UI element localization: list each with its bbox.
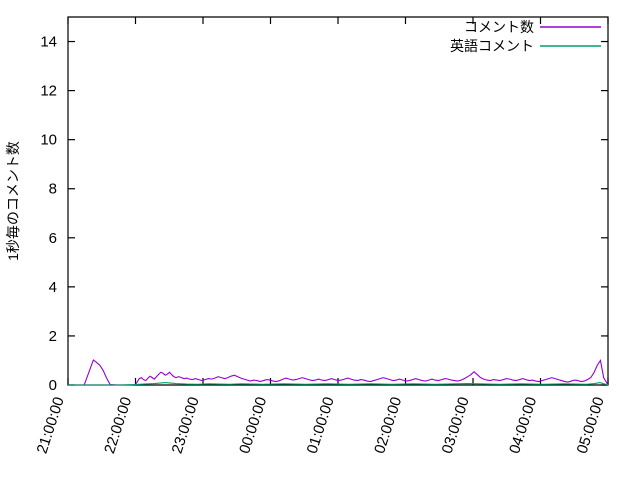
y-axis-label-text: 1秒毎のコメント数 <box>5 141 21 261</box>
y-tick-label: 12 <box>40 83 57 100</box>
x-tick-label: 04:00:00 <box>506 395 540 456</box>
y-tick-label: 4 <box>49 279 57 296</box>
x-tick-label: 05:00:00 <box>574 395 608 456</box>
y-tick-label: 2 <box>49 328 57 345</box>
x-tick-label: 02:00:00 <box>371 395 405 456</box>
legend-label-0: コメント数 <box>464 19 534 35</box>
y-tick-label: 8 <box>49 181 57 198</box>
y-tick-label: 0 <box>49 377 57 394</box>
y-axis-label: 1秒毎のコメント数 <box>5 141 21 261</box>
y-tick-label: 10 <box>40 132 57 149</box>
series-lines <box>68 359 609 386</box>
series-line-1 <box>68 381 609 386</box>
y-axis-ticks: 0 2 4 6 8 10 12 14 <box>40 34 608 394</box>
x-tick-label: 00:00:00 <box>236 395 270 456</box>
x-tick-label: 22:00:00 <box>101 395 135 456</box>
y-tick-label: 6 <box>49 230 57 247</box>
x-tick-label: 23:00:00 <box>169 395 203 456</box>
plot-border <box>67 16 609 386</box>
x-tick-label: 01:00:00 <box>304 395 338 456</box>
x-axis-ticks: 21:00:00 22:00:00 23:00:00 00:00:00 01:00:00… <box>34 17 609 456</box>
x-tick-label: 21:00:00 <box>34 395 68 456</box>
legend-label-1: 英語コメント <box>450 38 534 54</box>
series-line-0 <box>68 359 609 386</box>
x-tick-label: 03:00:00 <box>439 395 473 456</box>
y-tick-label: 14 <box>40 34 57 51</box>
